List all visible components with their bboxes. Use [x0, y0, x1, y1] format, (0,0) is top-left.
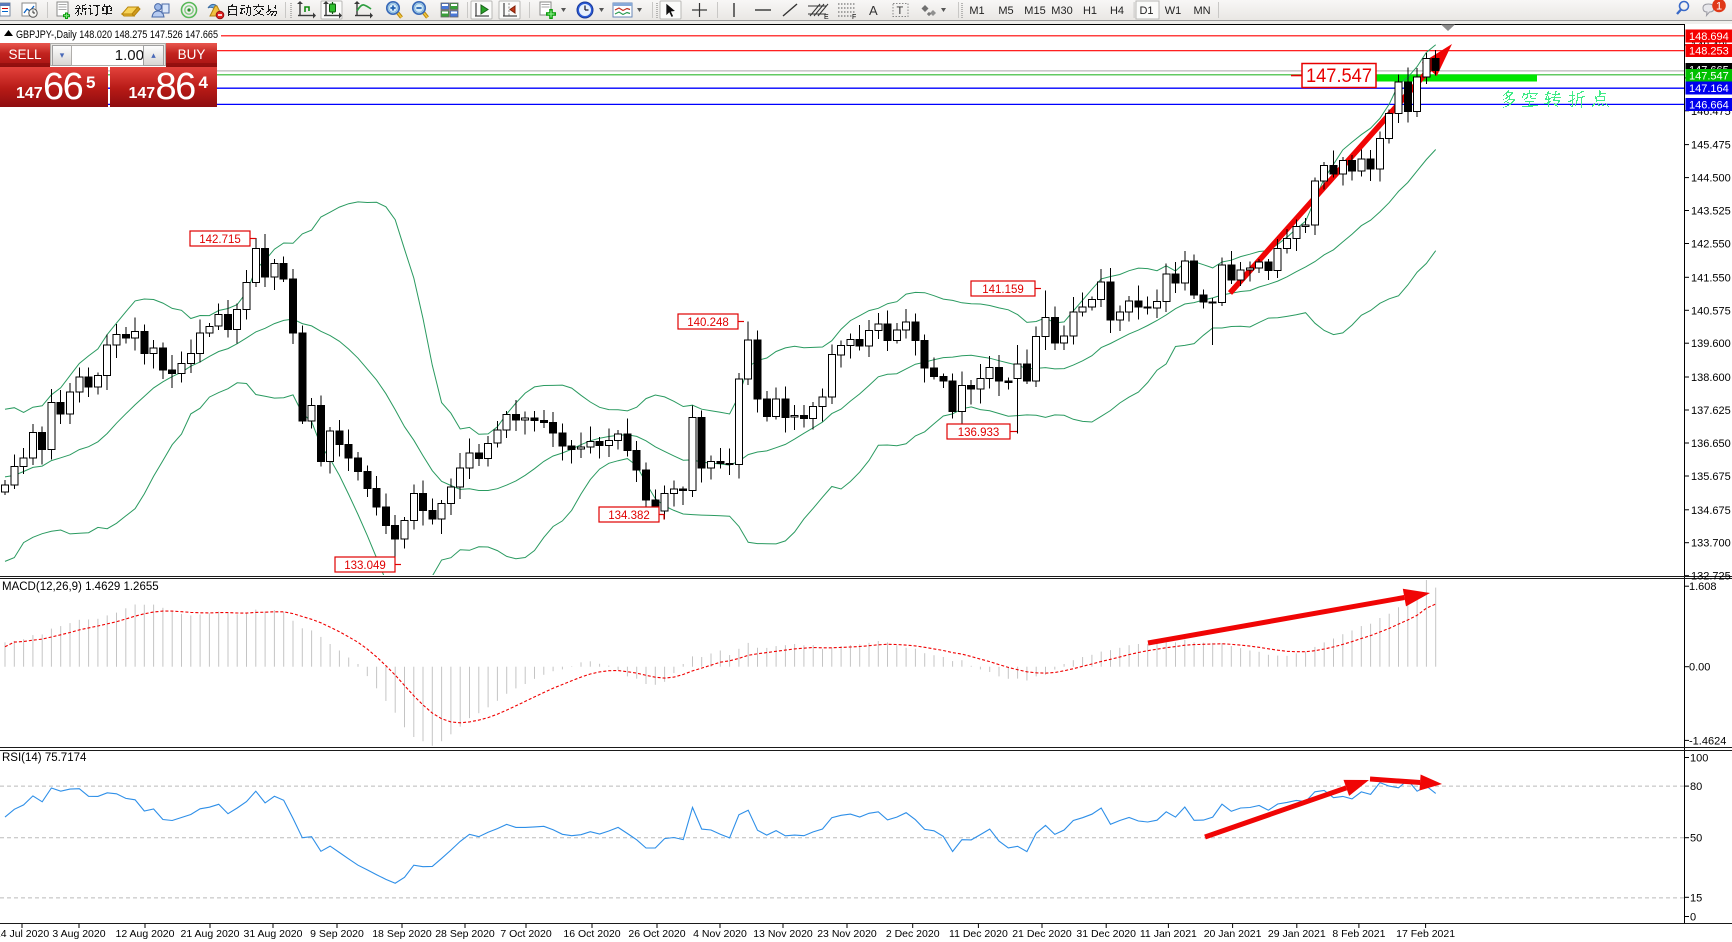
svg-text:F: F: [852, 14, 856, 21]
svg-text:13 Nov 2020: 13 Nov 2020: [753, 928, 813, 940]
svg-text:1: 1: [1716, 1, 1722, 13]
svg-text:26 Oct 2020: 26 Oct 2020: [628, 928, 685, 940]
svg-text:138.600: 138.600: [1691, 372, 1731, 384]
svg-text:143.525: 143.525: [1691, 206, 1731, 218]
svg-text:139.600: 139.600: [1691, 338, 1731, 350]
svg-text:135.675: 135.675: [1691, 471, 1731, 483]
svg-text:142.550: 142.550: [1691, 239, 1731, 251]
svg-text:137.625: 137.625: [1691, 405, 1731, 417]
svg-text:141.550: 141.550: [1691, 272, 1731, 284]
svg-text:134.382: 134.382: [608, 510, 650, 522]
svg-text:0: 0: [1690, 912, 1696, 924]
svg-text:15: 15: [1690, 892, 1702, 904]
svg-text:7 Oct 2020: 7 Oct 2020: [500, 928, 552, 940]
svg-text:M5: M5: [998, 5, 1013, 17]
svg-text:148.694: 148.694: [1689, 31, 1729, 43]
svg-text:MN: MN: [1193, 5, 1210, 17]
svg-text:3 Aug 2020: 3 Aug 2020: [52, 928, 105, 940]
svg-text:-1.4624: -1.4624: [1689, 735, 1726, 747]
svg-text:148.253: 148.253: [1689, 46, 1729, 58]
svg-text:80: 80: [1690, 781, 1702, 793]
svg-text:31 Aug 2020: 31 Aug 2020: [244, 928, 303, 940]
svg-text:8 Feb 2021: 8 Feb 2021: [1332, 928, 1385, 940]
svg-text:145.475: 145.475: [1691, 140, 1731, 152]
svg-text:9 Sep 2020: 9 Sep 2020: [310, 928, 364, 940]
svg-text:A: A: [869, 3, 878, 18]
svg-text:141.159: 141.159: [982, 284, 1024, 296]
svg-text:M15: M15: [1024, 5, 1045, 17]
svg-text:E: E: [824, 14, 829, 21]
svg-text:GBPJPY-,Daily 148.020 148.275: GBPJPY-,Daily 148.020 148.275 147.526 14…: [16, 29, 218, 41]
svg-text:2 Dec 2020: 2 Dec 2020: [886, 928, 940, 940]
svg-text:133.049: 133.049: [344, 560, 386, 572]
svg-text:T: T: [897, 5, 904, 17]
svg-text:28 Sep 2020: 28 Sep 2020: [435, 928, 495, 940]
svg-text:11 Jan 2021: 11 Jan 2021: [1140, 928, 1197, 940]
svg-text:144.500: 144.500: [1691, 173, 1731, 185]
svg-text:H1: H1: [1083, 5, 1097, 17]
svg-text:MACD(12,26,9) 1.4629 1.2655: MACD(12,26,9) 1.4629 1.2655: [2, 581, 159, 593]
svg-text:M30: M30: [1051, 5, 1072, 17]
svg-text:100: 100: [1690, 753, 1708, 765]
svg-text:132.725: 132.725: [1691, 571, 1731, 583]
svg-text:140.575: 140.575: [1691, 305, 1731, 317]
svg-text:1.608: 1.608: [1689, 581, 1717, 593]
svg-text:24 Jul 2020: 24 Jul 2020: [0, 928, 49, 940]
svg-text:0.00: 0.00: [1689, 662, 1710, 674]
svg-text:136.650: 136.650: [1691, 438, 1731, 450]
svg-text:23 Nov 2020: 23 Nov 2020: [817, 928, 877, 940]
svg-text:50: 50: [1690, 833, 1702, 845]
svg-text:142.715: 142.715: [199, 234, 241, 246]
svg-text:140.248: 140.248: [687, 317, 729, 329]
svg-text:17 Feb 2021: 17 Feb 2021: [1396, 928, 1455, 940]
svg-text:31 Dec 2020: 31 Dec 2020: [1076, 928, 1136, 940]
svg-text:147.547: 147.547: [1689, 70, 1729, 82]
svg-text:134.675: 134.675: [1691, 505, 1731, 517]
svg-text:M1: M1: [969, 5, 984, 17]
svg-text:16 Oct 2020: 16 Oct 2020: [563, 928, 620, 940]
svg-text:20 Jan 2021: 20 Jan 2021: [1204, 928, 1262, 940]
svg-text:146.664: 146.664: [1689, 99, 1729, 111]
svg-text:21 Aug 2020: 21 Aug 2020: [181, 928, 240, 940]
svg-text:21 Dec 2020: 21 Dec 2020: [1012, 928, 1072, 940]
svg-text:W1: W1: [1165, 5, 1182, 17]
svg-text:133.700: 133.700: [1691, 538, 1731, 550]
svg-text:29 Jan 2021: 29 Jan 2021: [1268, 928, 1326, 940]
svg-text:D1: D1: [1139, 5, 1153, 17]
svg-text:11 Dec 2020: 11 Dec 2020: [949, 928, 1008, 940]
svg-text:4 Nov 2020: 4 Nov 2020: [693, 928, 747, 940]
svg-text:147.547: 147.547: [1306, 66, 1372, 87]
svg-text:18 Sep 2020: 18 Sep 2020: [372, 928, 432, 940]
svg-text:RSI(14) 75.7174: RSI(14) 75.7174: [2, 752, 87, 764]
svg-text:136.933: 136.933: [958, 427, 1000, 439]
svg-text:12 Aug 2020: 12 Aug 2020: [116, 928, 175, 940]
svg-text:147.164: 147.164: [1689, 83, 1729, 95]
svg-text:H4: H4: [1110, 5, 1124, 17]
